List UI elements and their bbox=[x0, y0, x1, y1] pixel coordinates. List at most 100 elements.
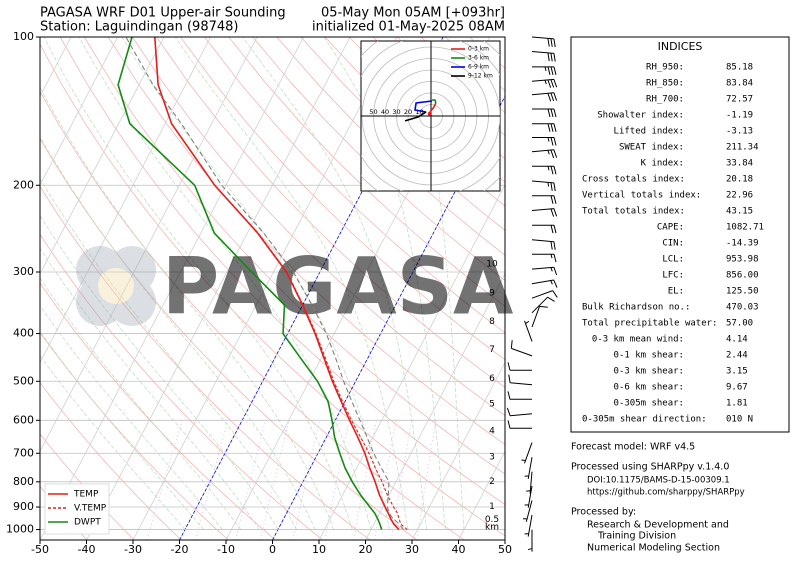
moist-adiabat bbox=[40, 305, 223, 530]
y-tick-label: 1000 bbox=[6, 523, 34, 536]
wind-barb bbox=[510, 340, 533, 357]
profile-line bbox=[125, 37, 404, 530]
mixing-ratio-line bbox=[416, 420, 437, 540]
wind-barb bbox=[531, 180, 556, 192]
legend-label: DWPT bbox=[74, 518, 101, 528]
moist-adiabat bbox=[40, 330, 204, 530]
index-value: 83.84 bbox=[726, 79, 753, 89]
profiles bbox=[117, 37, 408, 531]
index-label: CAPE: bbox=[657, 223, 684, 233]
index-value: 9.67 bbox=[726, 383, 748, 393]
x-tick-label: 0 bbox=[269, 543, 276, 556]
moist-adiabat bbox=[40, 247, 260, 530]
dry-adiabat bbox=[83, 37, 505, 475]
index-label: Cross totals index: bbox=[582, 175, 685, 185]
isotherm-grid bbox=[40, 37, 304, 540]
mixing-ratio-line bbox=[146, 420, 183, 540]
isotherm-grid bbox=[86, 37, 351, 540]
logo-part bbox=[98, 268, 134, 304]
mixing-ratio-line bbox=[374, 420, 397, 540]
isotherm bbox=[0, 37, 25, 540]
wind-barb bbox=[532, 137, 557, 146]
logo bbox=[76, 246, 156, 326]
isotherm-grid bbox=[411, 361, 505, 540]
moist-adiabat bbox=[121, 37, 390, 530]
valid-time: 05-May Mon 05AM [+093hr] bbox=[321, 6, 505, 21]
y-tick-label: 800 bbox=[13, 475, 34, 488]
index-value: -1.19 bbox=[726, 111, 753, 121]
legend-label: TEMP bbox=[73, 490, 99, 500]
wind-barb bbox=[522, 500, 533, 522]
x-tick-label: 40 bbox=[452, 543, 466, 556]
dry-adiabat bbox=[180, 37, 505, 361]
wind-barb bbox=[532, 123, 557, 132]
dry-adiabat bbox=[40, 137, 418, 540]
wind-barb bbox=[507, 391, 532, 400]
height-label: 9 bbox=[489, 289, 495, 299]
height-unit: km bbox=[485, 523, 499, 533]
wind-barb bbox=[524, 514, 533, 537]
x-tick-label: 50 bbox=[498, 543, 512, 556]
index-value: 470.03 bbox=[726, 303, 759, 313]
dry-adiabat bbox=[107, 37, 505, 446]
height-label: 7 bbox=[489, 345, 495, 355]
index-value: 85.18 bbox=[726, 63, 753, 73]
moist-adiabat bbox=[174, 37, 409, 530]
index-value: 211.34 bbox=[726, 143, 759, 153]
wind-barb bbox=[527, 529, 533, 552]
index-label: K index: bbox=[641, 159, 684, 169]
y-tick-label: 500 bbox=[13, 374, 34, 387]
index-value: 2.44 bbox=[726, 351, 748, 361]
footer-line: DOI:10.1175/BAMS-D-15-00309.1 bbox=[587, 476, 730, 486]
y-tick-label: 200 bbox=[13, 178, 34, 191]
index-label: Bulk Richardson no.: bbox=[582, 303, 690, 313]
wind-barb bbox=[531, 208, 558, 217]
height-label: 8 bbox=[489, 317, 495, 327]
x-tick-label: 20 bbox=[359, 543, 373, 556]
index-value: 953.98 bbox=[726, 255, 759, 265]
index-label: 0-305m shear: bbox=[614, 399, 684, 409]
wind-barb bbox=[531, 239, 556, 250]
hodo-legend-label: 6-9 km bbox=[468, 64, 489, 71]
logo-part bbox=[108, 246, 156, 294]
moist-adiabat bbox=[40, 277, 242, 530]
wind-barb bbox=[531, 149, 558, 159]
isotherm bbox=[40, 37, 211, 364]
wind-barb bbox=[507, 362, 532, 371]
y-tick-label: 900 bbox=[13, 500, 34, 513]
wind-barb bbox=[531, 78, 558, 88]
legend-box bbox=[44, 483, 110, 535]
moist-adiabat bbox=[40, 355, 186, 530]
dry-adiabat bbox=[40, 185, 371, 540]
title: PAGASA WRF D01 Upper-air Sounding bbox=[40, 6, 286, 21]
index-label: 0-3 km shear: bbox=[614, 367, 684, 377]
dry-adiabat bbox=[156, 37, 505, 388]
height-label: 3 bbox=[489, 453, 495, 463]
wind-barb bbox=[531, 290, 558, 299]
moist-adiabat bbox=[43, 37, 353, 530]
height-label: 4 bbox=[489, 427, 495, 437]
wind-barb bbox=[506, 407, 533, 417]
x-tick-label: -30 bbox=[124, 543, 142, 556]
moist-adiabat bbox=[402, 37, 465, 530]
indices-title: INDICES bbox=[658, 40, 703, 53]
isotherm bbox=[40, 37, 165, 275]
y-tick-label: 400 bbox=[13, 327, 34, 340]
mixing-ratio-line bbox=[353, 420, 377, 540]
index-value: 1.81 bbox=[726, 399, 748, 409]
height-label: 0.5 bbox=[485, 515, 499, 525]
logo-part bbox=[76, 246, 124, 294]
watermark: PAGASA bbox=[162, 242, 513, 332]
footer-line: Forecast model: WRF v4.5 bbox=[571, 442, 695, 453]
logo-part bbox=[108, 278, 156, 326]
moist-adiabat bbox=[242, 37, 428, 530]
hodo-legend-label: 3-6 km bbox=[468, 55, 489, 62]
dry-adiabat bbox=[40, 381, 182, 540]
index-label: SWEAT index: bbox=[619, 143, 684, 153]
wind-barb bbox=[531, 266, 558, 276]
index-label: LCL: bbox=[662, 255, 684, 265]
hodo-ring-label: 20 bbox=[404, 108, 412, 116]
index-value: 1082.71 bbox=[726, 223, 764, 233]
